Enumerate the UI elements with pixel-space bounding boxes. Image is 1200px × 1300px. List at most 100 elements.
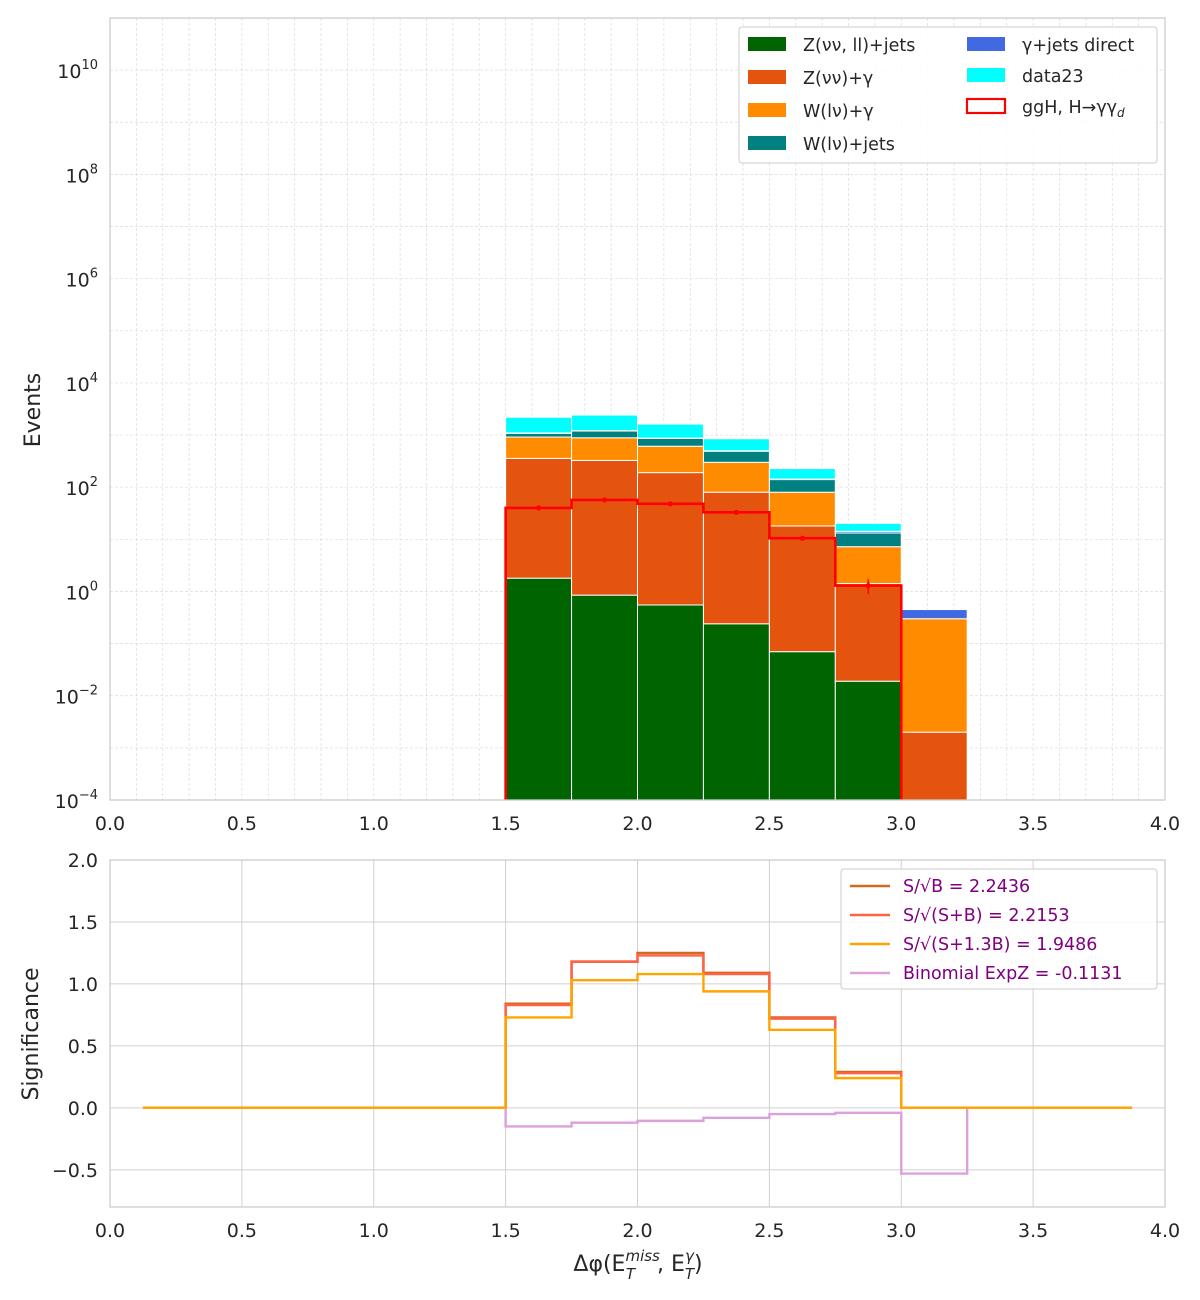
significance-panel: 0.0 0.5 1.0 1.5 2.0 2.5 3.0 3.5 4.0 −0.5 0.0 0.5 1.…	[19, 850, 1180, 1283]
significance-x-tick-label: 0.0	[95, 1220, 125, 1242]
events-legend-label: γ+jets direct	[1022, 36, 1134, 56]
events-y-ticks: 10−4 10−2 100 102 104 106 108 1010	[55, 58, 98, 813]
events-bar	[768, 468, 836, 480]
events-y-tick-label: 108	[66, 162, 98, 187]
significance-y-tick-label: −0.5	[52, 1160, 98, 1182]
significance-legend: S/√B = 2.2436 S/√(S+B) = 2.2153 S/√(S+1.3B…	[840, 868, 1158, 990]
events-bar	[702, 438, 770, 452]
events-x-tick-label: 2.5	[754, 813, 784, 835]
signal-point	[667, 501, 674, 507]
events-bar	[768, 479, 836, 493]
significance-x-tick-label: 3.5	[1018, 1220, 1048, 1242]
events-bar	[505, 457, 573, 579]
significance-legend-label: S/√(S+B) = 2.2153	[903, 906, 1070, 926]
events-y-tick-label: 10−4	[55, 788, 98, 813]
events-plot-frame	[109, 17, 1166, 801]
significance-y-tick-label: 0.0	[68, 1098, 98, 1120]
events-y-tick-label: 102	[66, 475, 98, 500]
events-bar	[637, 604, 704, 801]
events-bar	[571, 594, 638, 801]
significance-x-tick-label: 0.5	[227, 1220, 257, 1242]
significance-legend-label: S/√B = 2.2436	[903, 877, 1030, 897]
significance-plot-frame	[109, 859, 1166, 1208]
events-bar	[637, 445, 704, 474]
events-legend-label: data23	[1022, 67, 1084, 87]
events-legend-label: ggH, H→γγd	[1022, 98, 1125, 120]
events-bar	[834, 680, 902, 801]
events-y-label: Events	[21, 373, 46, 448]
events-x-ticks: 0.0 0.5 1.0 1.5 2.0 2.5 3.0 3.5 4.0	[95, 813, 1180, 835]
x-axis-label: Δφ(Emiss T, Eγ T)	[573, 1247, 702, 1283]
events-legend-swatch	[748, 70, 786, 84]
events-bar	[702, 461, 770, 493]
events-bar	[505, 436, 573, 459]
signal-point	[733, 509, 740, 515]
significance-x-tick-label: 4.0	[1150, 1220, 1180, 1242]
events-y-tick-label: 100	[66, 579, 98, 604]
signal-point	[865, 582, 871, 589]
events-x-tick-label: 3.5	[1018, 813, 1048, 835]
events-bar	[768, 651, 836, 801]
significance-legend-label: S/√(S+1.3B) = 1.9486	[903, 935, 1097, 955]
events-bar	[637, 437, 704, 447]
events-y-tick-label: 1010	[57, 58, 98, 83]
significance-y-ticks: −0.5 0.0 0.5 1.0 1.5 2.0	[52, 850, 98, 1182]
events-bar	[505, 416, 573, 434]
significance-y-label: Significance	[19, 967, 44, 1100]
events-bar	[834, 546, 902, 585]
events-bar	[571, 437, 638, 461]
significance-lines	[142, 951, 1133, 1175]
significance-x-tick-label: 2.0	[622, 1220, 652, 1242]
significance-x-tick-label: 1.5	[491, 1220, 521, 1242]
events-legend-swatch	[748, 136, 786, 150]
events-bar	[768, 491, 836, 527]
events-x-tick-label: 0.0	[95, 813, 125, 835]
events-stacked-bars	[505, 414, 968, 801]
events-legend-label: W(lν)+jets	[803, 135, 895, 155]
signal-step-line	[504, 498, 903, 800]
significance-y-tick-label: 1.5	[68, 912, 98, 934]
events-bar	[571, 414, 638, 432]
significance-x-tick-label: 3.0	[886, 1220, 916, 1242]
events-legend-label: Z(νν)+γ	[803, 69, 873, 89]
events-legend-label: Z(νν, ll)+jets	[803, 36, 915, 56]
events-bar	[637, 472, 704, 606]
signal-point	[601, 497, 608, 503]
events-bar	[637, 423, 704, 439]
significance-x-tick-label: 2.5	[754, 1220, 784, 1242]
events-legend-swatch	[965, 97, 1007, 115]
events-bar	[571, 430, 638, 439]
events-x-tick-label: 3.0	[886, 813, 916, 835]
events-bar	[834, 532, 902, 548]
events-bar	[900, 618, 968, 733]
significance-x-ticks: 0.0 0.5 1.0 1.5 2.0 2.5 3.0 3.5 4.0	[95, 1220, 1180, 1242]
events-bar	[571, 459, 638, 596]
events-panel: 0.0 0.5 1.0 1.5 2.0 2.5 3.0 3.5 4.0 10−410−21001…	[21, 17, 1180, 835]
events-legend-box	[738, 26, 1158, 164]
events-y-tick-label: 106	[66, 267, 98, 292]
signal-point	[799, 535, 805, 541]
significance-x-tick-label: 1.0	[359, 1220, 389, 1242]
events-bar	[702, 450, 770, 463]
events-bar	[505, 577, 573, 801]
events-x-tick-label: 1.5	[491, 813, 521, 835]
events-x-tick-label: 2.0	[622, 813, 652, 835]
events-legend-swatch	[967, 37, 1005, 51]
events-legend-label: W(lν)+γ	[803, 102, 874, 122]
significance-y-tick-label: 2.0	[68, 850, 98, 872]
events-y-tick-label: 10−2	[55, 684, 98, 709]
events-legend-swatch	[748, 37, 786, 51]
events-bar	[834, 522, 902, 532]
events-x-tick-label: 4.0	[1150, 813, 1180, 835]
events-y-tick-label: 104	[66, 371, 98, 396]
events-bar	[900, 731, 968, 801]
signal-histogram	[504, 497, 903, 800]
events-legend-swatch	[967, 68, 1005, 82]
events-legend: Z(νν, ll)+jets Z(νν)+γ W(lν)+γ W(lν)+jets γ+…	[738, 26, 1158, 164]
events-bar	[900, 609, 968, 620]
events-bar	[768, 525, 836, 653]
events-legend-swatch	[748, 103, 786, 117]
significance-y-tick-label: 1.0	[68, 974, 98, 996]
significance-line	[142, 972, 1133, 1110]
